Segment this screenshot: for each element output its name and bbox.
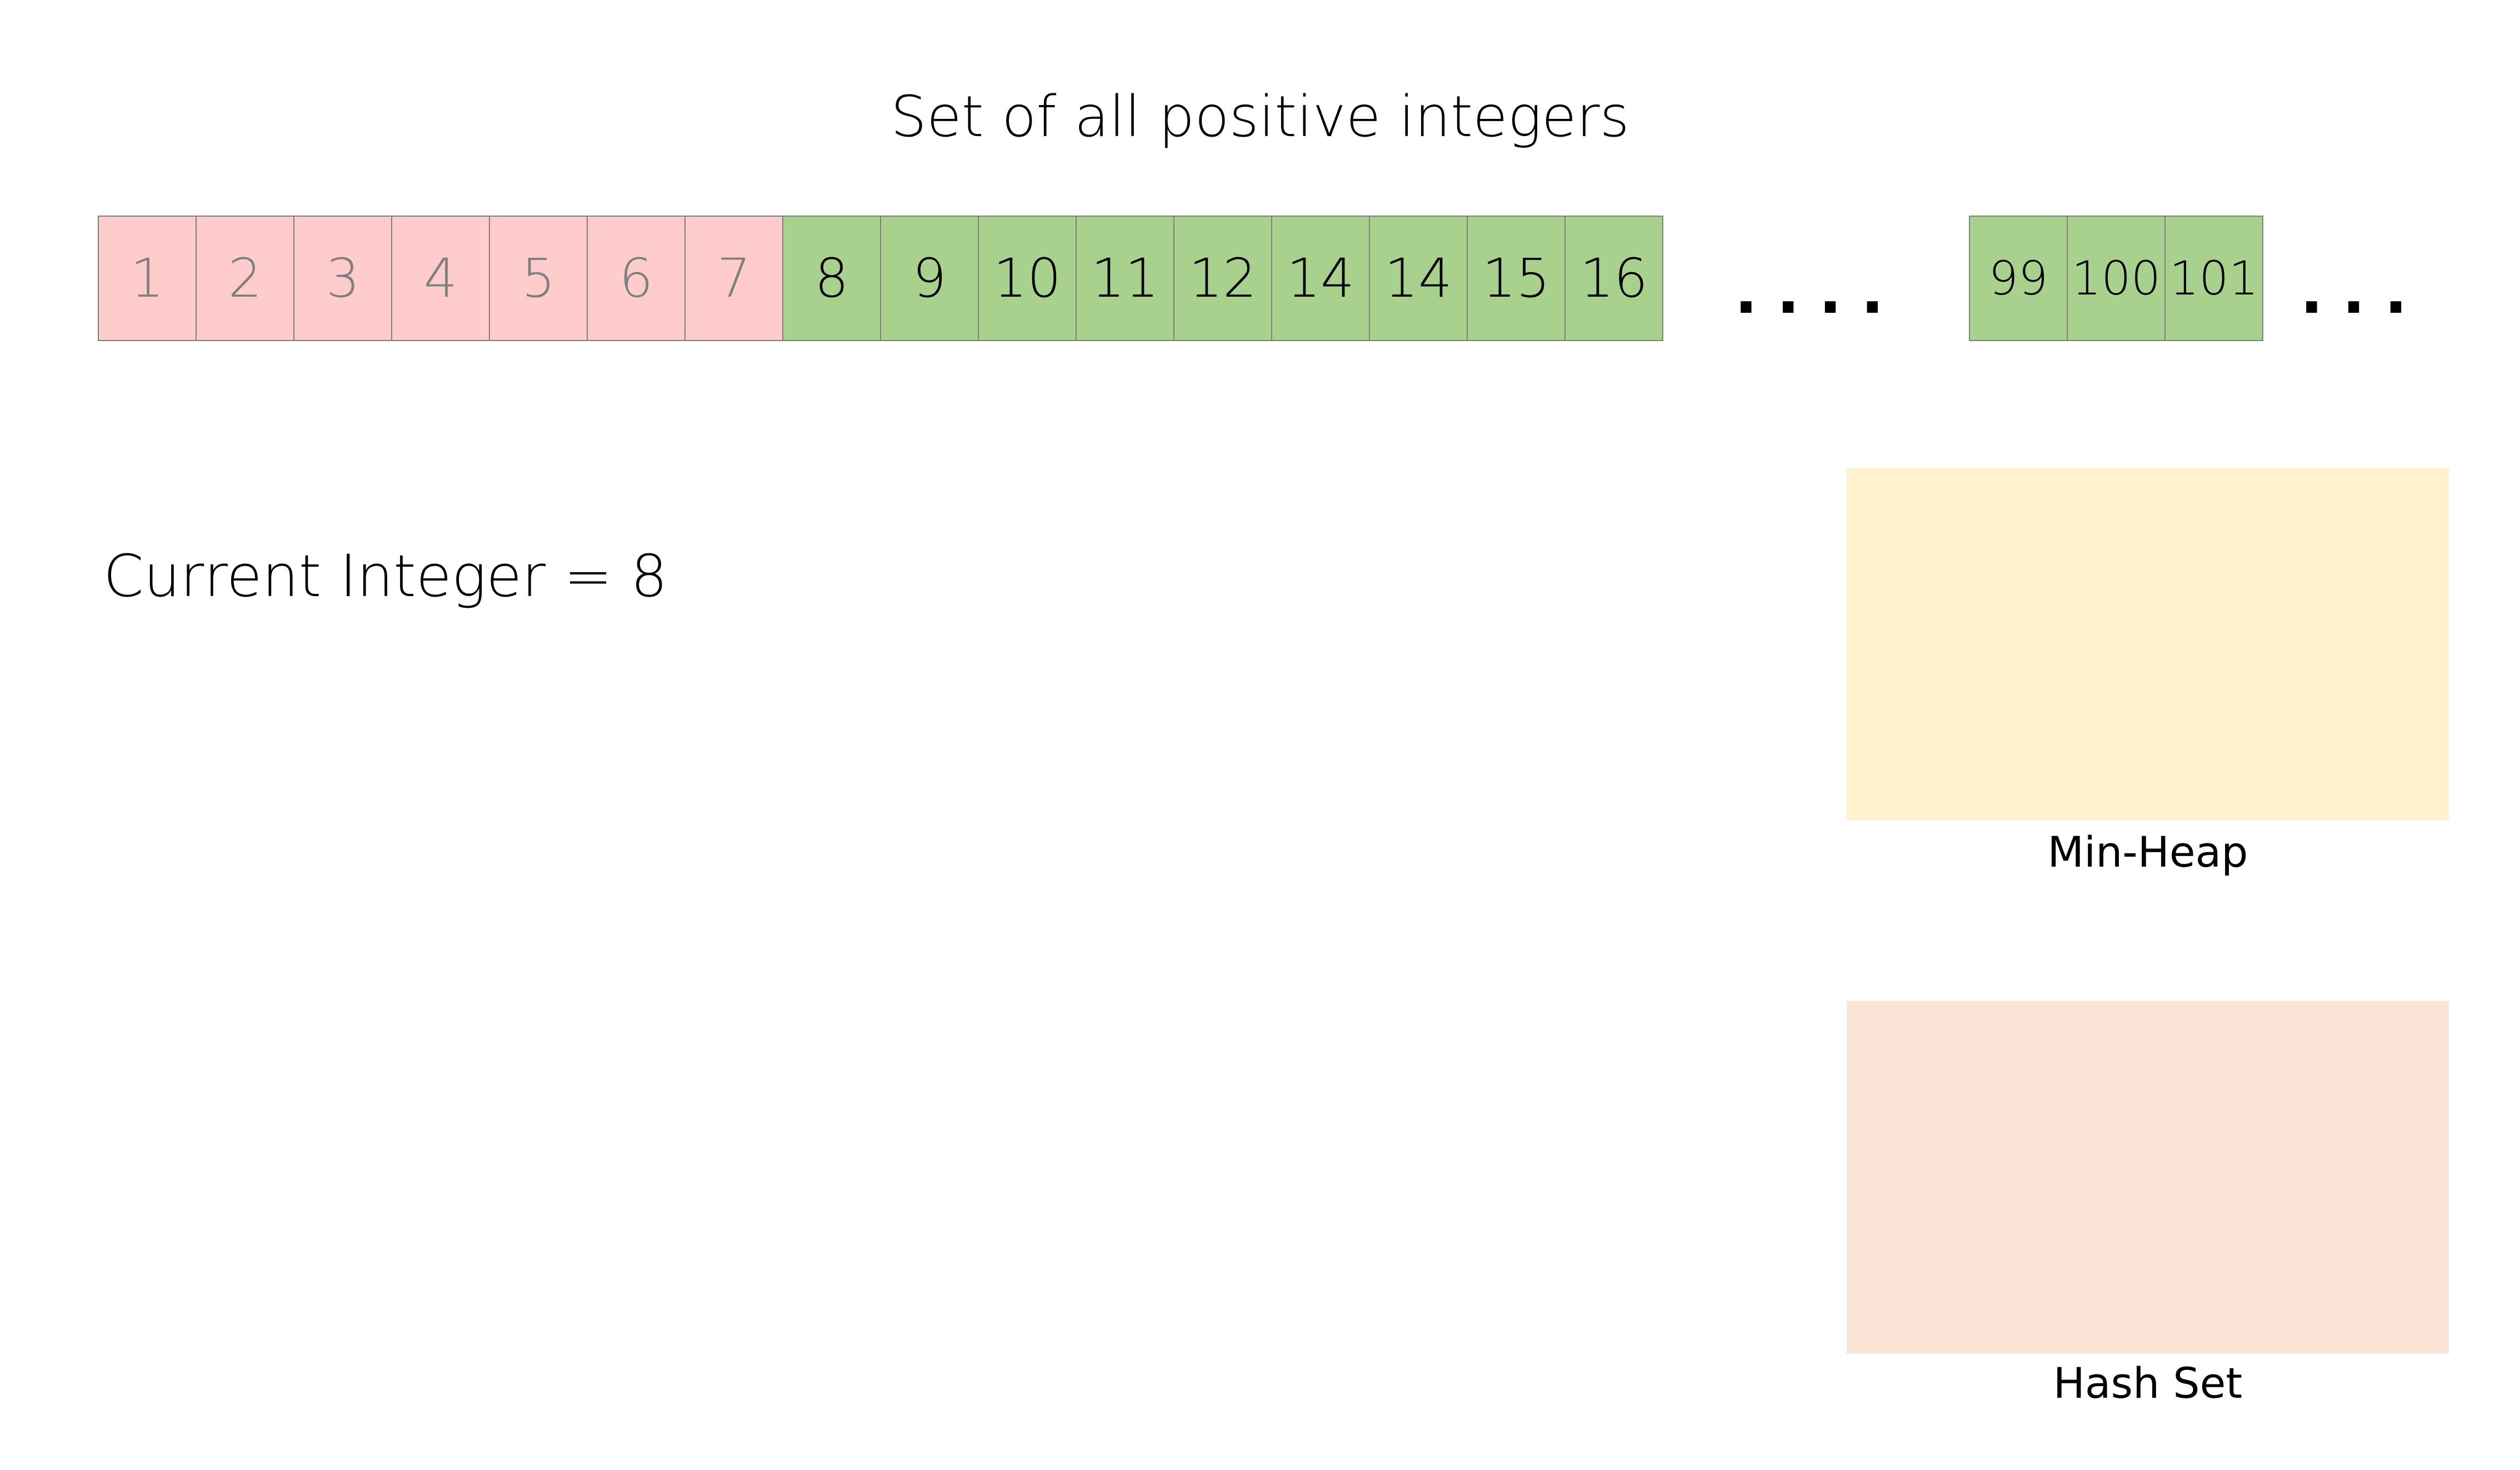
pending-integer-cell: 8 [782,216,881,341]
visited-integer-cell: 7 [684,216,783,341]
pending-integer-cell: 14 [1369,216,1468,341]
pending-integer-cell: 9 [880,216,979,341]
pending-integer-cell: 100 [2067,216,2166,341]
pending-integer-cell: 14 [1271,216,1370,341]
pending-integer-cell: 16 [1564,216,1663,341]
pending-integer-cell: 11 [1076,216,1174,341]
visited-integer-cell: 3 [293,216,392,341]
sequence-ellipsis-end: ... [2300,256,2427,327]
pending-integer-cell: 101 [2164,216,2263,341]
visited-integer-cell: 4 [391,216,490,341]
integer-sequence-main: 1 2 3 4 5 6 7 8 9 10 11 12 14 14 15 16 [98,216,1663,341]
visited-integer-cell: 2 [196,216,294,341]
sequence-ellipsis-middle: .... [1734,256,1903,327]
hash-set-label: Hash Set [2053,1358,2243,1408]
pending-integer-cell: 12 [1173,216,1272,341]
integer-sequence-tail: 99 100 101 [1969,216,2263,341]
diagram-title: Set of all positive integers [891,84,1629,150]
pending-integer-cell: 15 [1467,216,1566,341]
current-integer-label: Current Integer = 8 [103,542,668,610]
min-heap-label: Min-Heap [2047,827,2248,877]
visited-integer-cell: 1 [98,216,197,341]
min-heap-box [1847,468,2449,821]
pending-integer-cell: 10 [978,216,1077,341]
visited-integer-cell: 6 [587,216,686,341]
visited-integer-cell: 5 [489,216,588,341]
pending-integer-cell: 99 [1969,216,2068,341]
hash-set-box [1847,1001,2449,1353]
